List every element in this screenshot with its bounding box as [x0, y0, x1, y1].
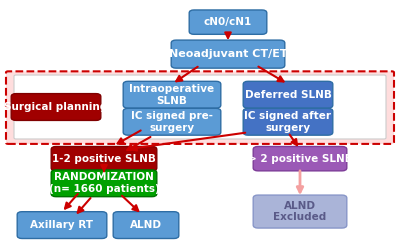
Text: Axillary RT: Axillary RT [30, 220, 94, 230]
FancyBboxPatch shape [113, 212, 179, 239]
Text: Surgical planning: Surgical planning [4, 102, 108, 112]
Text: IC signed pre-
surgery: IC signed pre- surgery [131, 111, 213, 133]
Text: Neoadjuvant CT/ET: Neoadjuvant CT/ET [169, 49, 287, 59]
FancyBboxPatch shape [17, 212, 107, 239]
FancyBboxPatch shape [6, 71, 394, 144]
Text: cN0/cN1: cN0/cN1 [204, 17, 252, 27]
Text: Intraoperative
SLNB: Intraoperative SLNB [130, 84, 214, 106]
FancyBboxPatch shape [123, 108, 221, 135]
FancyBboxPatch shape [189, 10, 267, 34]
FancyBboxPatch shape [253, 146, 347, 171]
Text: RANDOMIZATION
(n= 1660 patients): RANDOMIZATION (n= 1660 patients) [49, 172, 159, 194]
FancyBboxPatch shape [243, 108, 333, 135]
FancyBboxPatch shape [123, 81, 221, 108]
Text: ALND: ALND [130, 220, 162, 230]
FancyBboxPatch shape [253, 195, 347, 228]
FancyBboxPatch shape [51, 170, 157, 197]
FancyBboxPatch shape [243, 81, 333, 108]
Text: 1-2 positive SLNB: 1-2 positive SLNB [52, 154, 156, 164]
FancyBboxPatch shape [171, 40, 285, 68]
FancyBboxPatch shape [14, 75, 386, 139]
FancyBboxPatch shape [11, 93, 101, 121]
FancyBboxPatch shape [51, 146, 157, 171]
Text: Deferred SLNB: Deferred SLNB [244, 90, 332, 100]
Text: ALND
Excluded: ALND Excluded [273, 201, 327, 222]
Text: IC signed after
surgery: IC signed after surgery [244, 111, 332, 133]
Text: > 2 positive SLNB: > 2 positive SLNB [248, 154, 352, 164]
